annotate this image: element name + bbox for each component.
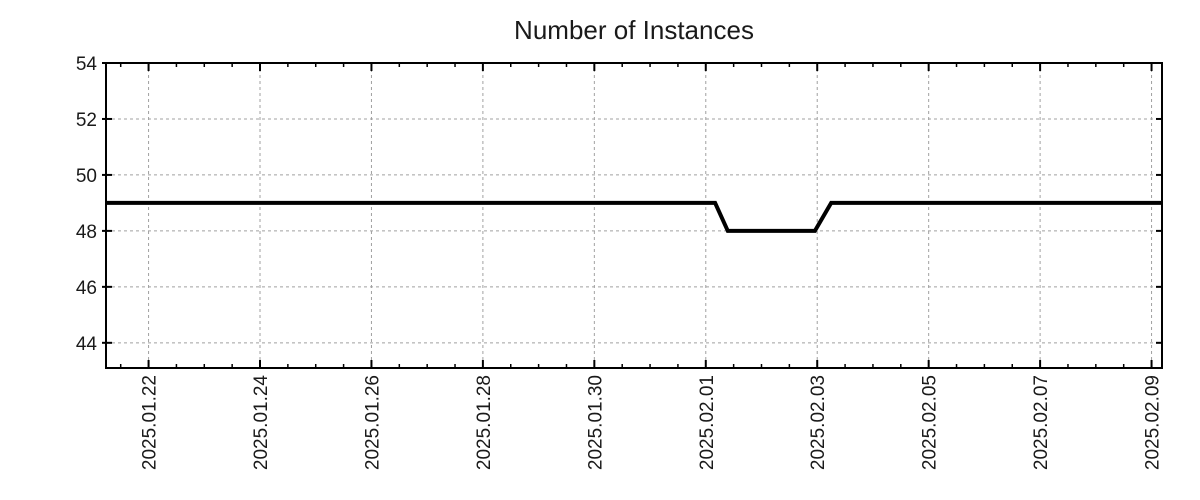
grid-layer xyxy=(106,63,1162,368)
y-tick-label: 52 xyxy=(76,110,97,131)
chart-title: Number of Instances xyxy=(514,15,754,45)
axis-layer xyxy=(102,62,1163,369)
x-tick-label: 2025.02.03 xyxy=(808,375,829,470)
x-tick-label: 2025.02.07 xyxy=(1031,375,1052,470)
y-tick-label: 54 xyxy=(76,54,98,75)
y-tick-label: 44 xyxy=(76,334,98,355)
x-tick-label: 2025.01.26 xyxy=(362,375,383,470)
y-tick-label: 46 xyxy=(76,278,97,299)
label-layer: 44 46 48 50 52 54 2025.01.22 2025.01.24 2025.01.… xyxy=(76,54,1164,470)
y-tick-label: 48 xyxy=(76,222,97,243)
x-tick-label: 2025.02.09 xyxy=(1143,375,1164,470)
series-layer xyxy=(106,200,1162,233)
plot-border xyxy=(105,62,1163,369)
x-tick-label: 2025.01.24 xyxy=(251,375,272,471)
x-tick-label: 2025.02.05 xyxy=(920,375,941,470)
x-tick-label: 2025.02.01 xyxy=(697,375,718,470)
x-tick-label: 2025.01.28 xyxy=(474,375,495,470)
x-tick-label: 2025.01.30 xyxy=(585,375,606,470)
x-tick-label: 2025.01.22 xyxy=(140,375,161,470)
y-tick-label: 50 xyxy=(76,166,97,187)
data-line-instances xyxy=(106,200,1162,233)
